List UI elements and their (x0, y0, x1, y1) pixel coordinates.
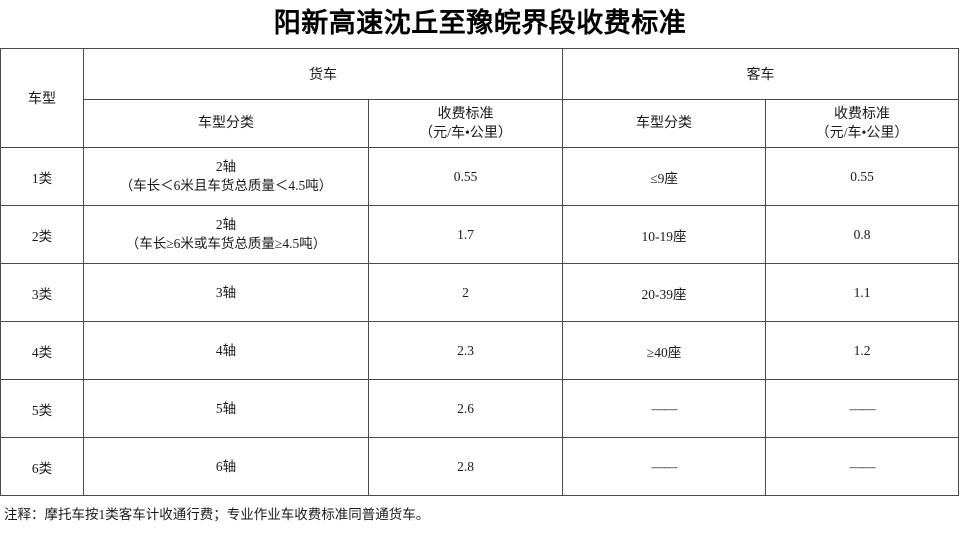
cell-bus-rate: —— (765, 379, 959, 438)
truck-axle-note: （车长＜6米且车货总质量＜4.5吨） (119, 178, 333, 193)
cell-bus-class: 10-19座 (562, 205, 766, 264)
cell-vehicle-class: 6类 (0, 437, 84, 496)
cell-truck-rate: 1.7 (368, 205, 563, 264)
header-truck-rate: 收费标准 （元/车•公里） (368, 99, 563, 148)
table-row: 5类 5轴 2.6 —— —— (0, 379, 959, 438)
cell-vehicle-class: 4类 (0, 321, 84, 380)
cell-truck-class: 6轴 (83, 437, 369, 496)
truck-axle-count: 2轴 (215, 217, 237, 232)
toll-fee-table: 车型 货车 客车 车型分类 收费标准 （元/车•公里） 车型分类 收费标准 （元… (0, 48, 959, 496)
header-truck-rate-line1: 收费标准 (437, 106, 494, 122)
truck-axle-count: 2轴 (215, 159, 237, 174)
cell-truck-class: 5轴 (83, 379, 369, 438)
cell-truck-rate: 0.55 (368, 147, 563, 206)
cell-vehicle-class: 3类 (0, 263, 84, 322)
empty-dash: —— (651, 400, 678, 416)
truck-axle-note: （车长≥6米或车货总质量≥4.5吨） (125, 236, 327, 251)
header-truck-class: 车型分类 (83, 99, 369, 148)
cell-bus-class: ≥40座 (562, 321, 766, 380)
cell-vehicle-class: 2类 (0, 205, 84, 264)
empty-dash: —— (651, 458, 678, 474)
cell-bus-rate: 0.8 (765, 205, 959, 264)
cell-bus-class: —— (562, 437, 766, 496)
header-bus-rate: 收费标准 （元/车•公里） (765, 99, 959, 148)
table-head: 车型 货车 客车 车型分类 收费标准 （元/车•公里） 车型分类 收费标准 （元… (0, 48, 959, 148)
table-row: 3类 3轴 2 20-39座 1.1 (0, 263, 959, 322)
cell-bus-class: ≤9座 (562, 147, 766, 206)
fee-table-container: 车型 货车 客车 车型分类 收费标准 （元/车•公里） 车型分类 收费标准 （元… (0, 48, 959, 496)
table-row: 4类 4轴 2.3 ≥40座 1.2 (0, 321, 959, 380)
truck-axle-count: 5轴 (215, 401, 237, 416)
cell-truck-class: 2轴 （车长≥6米或车货总质量≥4.5吨） (83, 205, 369, 264)
page-title: 阳新高速沈丘至豫皖界段收费标准 (273, 8, 687, 38)
cell-vehicle-class: 1类 (0, 147, 84, 206)
truck-axle-count: 3轴 (215, 285, 237, 300)
header-bus-rate-line1: 收费标准 (834, 106, 890, 122)
cell-truck-rate: 2.3 (368, 321, 563, 380)
cell-bus-class: 20-39座 (562, 263, 766, 322)
footnote: 注释：摩托车按1类客车计收通行费；专业作业车收费标准同普通货车。 (4, 507, 430, 522)
table-row: 6类 6轴 2.8 —— —— (0, 437, 959, 496)
cell-truck-rate: 2.6 (368, 379, 563, 438)
cell-truck-rate: 2.8 (368, 437, 563, 496)
cell-bus-rate: 0.55 (765, 147, 959, 206)
header-vehicle-type: 车型 (0, 48, 84, 148)
cell-truck-class: 3轴 (83, 263, 369, 322)
header-group-bus: 客车 (562, 48, 959, 100)
header-bus-rate-line2: （元/车•公里） (815, 125, 909, 141)
header-truck-rate-line2: （元/车•公里） (419, 125, 512, 141)
table-body: 1类 2轴 （车长＜6米且车货总质量＜4.5吨） 0.55 ≤9座 0.55 2类 2轴 （车长… (0, 147, 959, 496)
cell-vehicle-class: 5类 (0, 379, 84, 438)
header-bus-class: 车型分类 (562, 99, 766, 148)
table-row: 2类 2轴 （车长≥6米或车货总质量≥4.5吨） 1.7 10-19座 0.8 (0, 205, 959, 264)
header-row-groups: 车型 货车 客车 (0, 48, 959, 148)
header-group-truck: 货车 (83, 48, 563, 100)
empty-dash: —— (849, 400, 876, 416)
cell-truck-class: 2轴 （车长＜6米且车货总质量＜4.5吨） (83, 147, 369, 206)
cell-bus-rate: 1.1 (765, 263, 959, 322)
cell-bus-rate: —— (765, 437, 959, 496)
cell-truck-rate: 2 (368, 263, 563, 322)
truck-axle-count: 4轴 (215, 343, 237, 358)
cell-bus-rate: 1.2 (765, 321, 959, 380)
cell-bus-class: —— (562, 379, 766, 438)
truck-axle-count: 6轴 (215, 459, 237, 474)
header-row-subheaders: 车型分类 收费标准 （元/车•公里） 车型分类 收费标准 （元/车•公里） (1, 99, 959, 148)
cell-truck-class: 4轴 (83, 321, 369, 380)
table-row: 1类 2轴 （车长＜6米且车货总质量＜4.5吨） 0.55 ≤9座 0.55 (0, 147, 959, 206)
empty-dash: —— (849, 458, 876, 474)
